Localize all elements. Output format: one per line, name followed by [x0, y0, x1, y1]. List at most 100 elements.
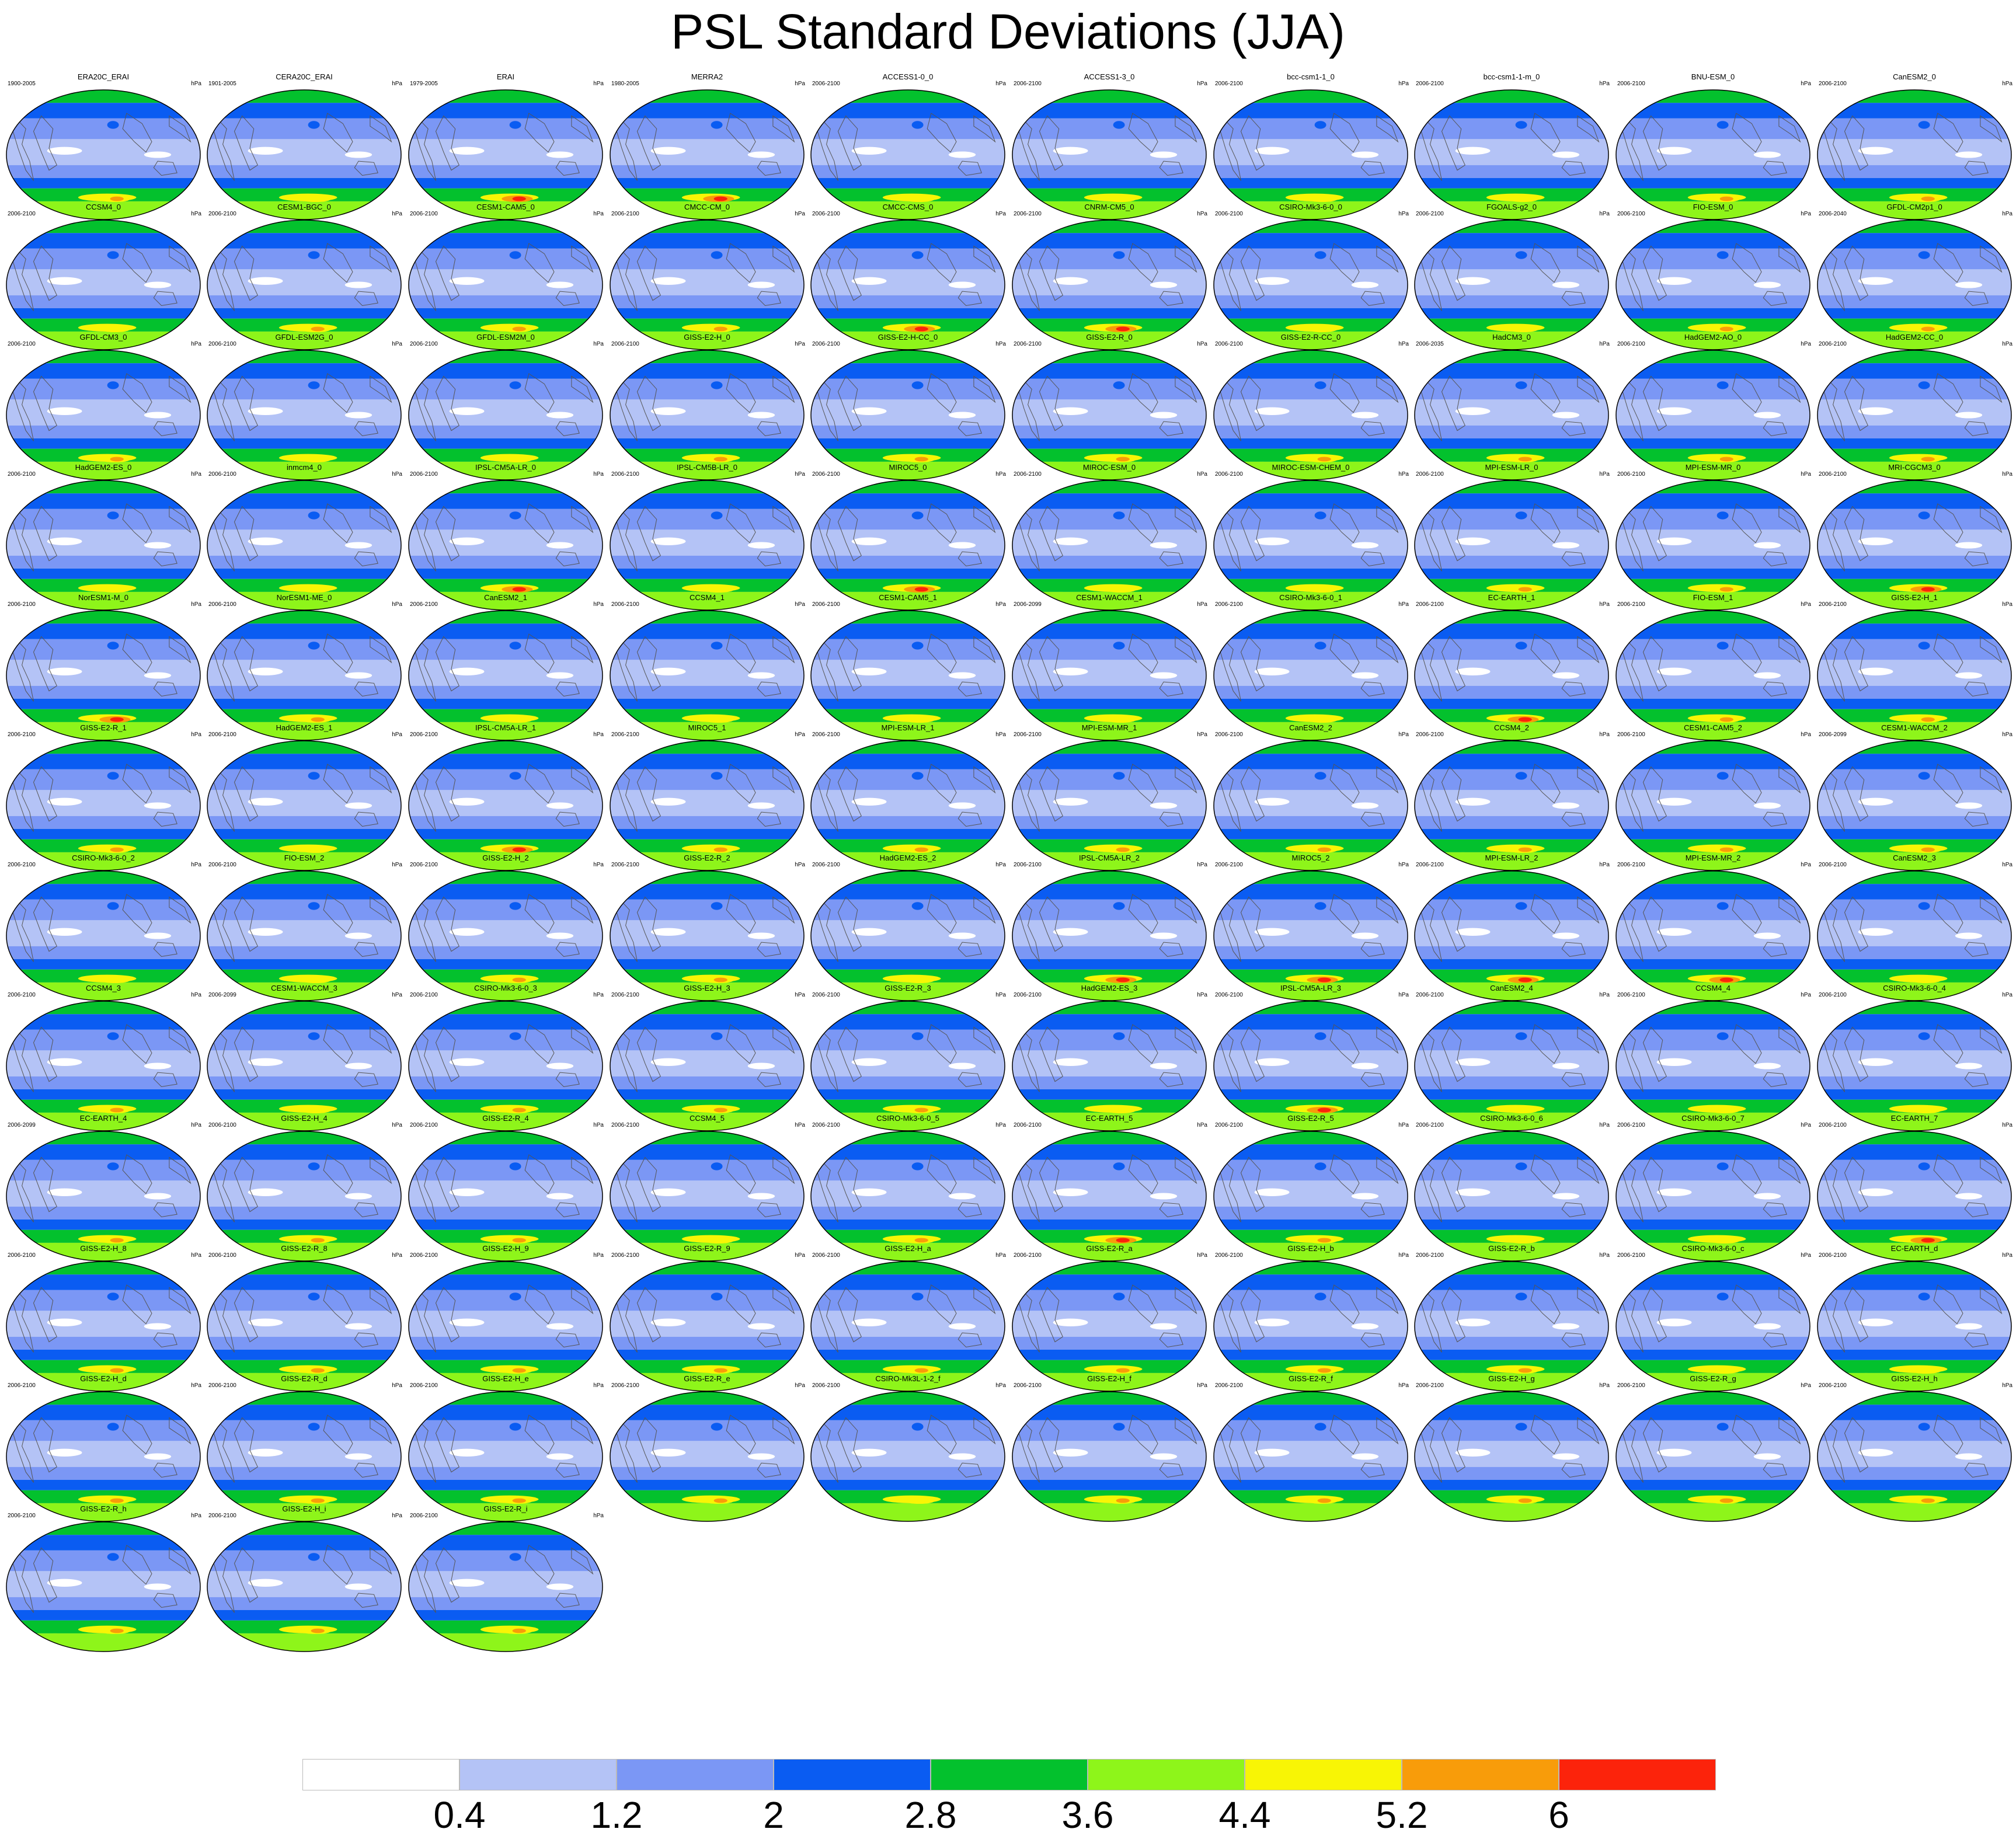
south-atlantic-lobe: [1449, 1372, 1477, 1378]
southern-ocean-peak: [110, 196, 124, 201]
north-subtropic-band: [409, 118, 603, 140]
coastline: [1240, 636, 1265, 692]
south-midlat-band: [1214, 1479, 1408, 1490]
coastline: [169, 115, 191, 143]
southern-ocean-peak: [311, 717, 325, 722]
south-atlantic-lobe: [1248, 852, 1276, 858]
southern-ocean-peak: [914, 717, 928, 722]
north-subtropic-band: [610, 118, 804, 140]
tropical-low-variance: [47, 667, 82, 675]
north-subtropic-band: [1817, 378, 2011, 400]
north-midlat-band: [1415, 754, 1608, 769]
map-field: [610, 1391, 805, 1522]
coastline: [1561, 1332, 1586, 1348]
coastline: [33, 115, 57, 171]
map-border: [1615, 1261, 1810, 1392]
panel-period: 2006-2100: [8, 211, 36, 217]
tropic-band: [207, 1050, 401, 1076]
north-midlat-band: [6, 493, 200, 509]
panel-units: hPa: [593, 862, 604, 868]
coastline: [524, 894, 555, 934]
map-panel: CCSM4_1 2006-2100 hPa: [607, 593, 807, 744]
panel-title: FGOALS-g2_0: [1486, 203, 1537, 211]
southern-ocean-peak: [110, 587, 124, 592]
panel-period: 2006-2099: [1819, 731, 1847, 738]
north-pacific-centre: [1515, 1423, 1527, 1431]
arctic-band: [1616, 220, 1810, 234]
tropic-band: [6, 139, 200, 165]
map-panel: MIROC-ESM-CHEM_0 2006-2100 hPa: [1210, 463, 1411, 614]
map-field: [1012, 1001, 1207, 1131]
coastline: [1128, 1024, 1158, 1064]
panel-units: hPa: [1398, 81, 1409, 87]
tropic-band: [1415, 529, 1608, 556]
tropic-band: [1214, 1311, 1408, 1337]
coastline: [726, 894, 756, 934]
panel-period: 2006-2100: [812, 81, 840, 87]
panel-period: 2006-2100: [208, 1252, 236, 1259]
north-subtropic-band: [1214, 248, 1408, 270]
panel-period: 2006-2100: [611, 992, 639, 998]
map-border: [1615, 1131, 1810, 1262]
coastline: [927, 1415, 957, 1455]
coastline: [1420, 638, 1442, 702]
tropical-low-variance: [144, 412, 172, 419]
south-atlantic-lobe: [845, 1112, 873, 1118]
coastline: [1561, 1462, 1586, 1478]
panel-title: CCSM4_1: [690, 593, 725, 602]
north-subtropic-band: [409, 248, 603, 270]
tropical-low-variance: [1150, 542, 1178, 549]
tropical-low-variance: [851, 1058, 887, 1066]
map-panel: GISS-E2-R_d 2006-2100 hPa: [204, 1374, 405, 1525]
tropic-band: [1817, 1180, 2011, 1207]
south-atlantic-lobe: [1248, 461, 1276, 467]
coastline: [435, 1287, 459, 1343]
southern-ocean-peak: [713, 1238, 727, 1243]
north-pacific-centre: [509, 381, 521, 389]
coastline: [435, 506, 459, 562]
coastline: [1778, 245, 1801, 273]
tropical-low-variance: [1955, 802, 1983, 809]
map-border: [6, 1131, 201, 1262]
southern-ocean-peak: [512, 717, 526, 722]
tropical-low-variance: [1753, 932, 1781, 939]
arctic-band: [1012, 480, 1206, 494]
panel-period: 2006-2100: [812, 1252, 840, 1259]
north-subtropic-band: [1817, 639, 2011, 660]
north-midlat-band: [1012, 1274, 1206, 1290]
tropic-band: [1415, 399, 1608, 426]
north-midlat-band: [409, 233, 603, 249]
coastline: [435, 375, 459, 431]
south-midlat-band: [409, 177, 603, 189]
tropic-band: [207, 1441, 401, 1467]
tropic-band: [610, 529, 804, 556]
south-subtropic-band: [1415, 165, 1608, 178]
north-subtropic-band: [1012, 508, 1206, 530]
coastline: [33, 245, 57, 301]
north-subtropic-band: [1616, 248, 1810, 270]
south-midlat-band: [6, 1089, 200, 1100]
coastlines: [1420, 633, 1600, 702]
panel-title: GISS-E2-H-CC_0: [878, 333, 938, 342]
panel-period: 2006-2100: [8, 1252, 36, 1259]
south-subtropic-band: [1214, 165, 1408, 178]
panel-units: hPa: [1197, 81, 1207, 87]
coastline: [122, 113, 152, 153]
north-subtropic-band: [1415, 769, 1608, 790]
map-panel: CSIRO-Mk3-6-0_c 2006-2100 hPa: [1613, 1244, 1813, 1395]
arctic-band: [610, 90, 804, 103]
coastline: [1577, 506, 1600, 534]
coastline: [1360, 1072, 1385, 1088]
north-subtropic-band: [1415, 1290, 1608, 1311]
north-subtropic-band: [1616, 1029, 1810, 1051]
north-pacific-centre: [1314, 121, 1326, 129]
map-panel: CESM1-WACCM_2 2006-2099 hPa: [1814, 723, 2015, 874]
south-atlantic-lobe: [1449, 1112, 1477, 1118]
coastline: [1561, 681, 1586, 697]
panel-title: GISS-E2-R_d: [281, 1374, 328, 1383]
south-midlat-band: [1012, 1479, 1206, 1490]
north-midlat-band: [610, 1144, 804, 1160]
north-subtropic-band: [6, 769, 200, 790]
coastline: [1376, 115, 1399, 143]
panel-period: 2006-2100: [1014, 211, 1042, 217]
